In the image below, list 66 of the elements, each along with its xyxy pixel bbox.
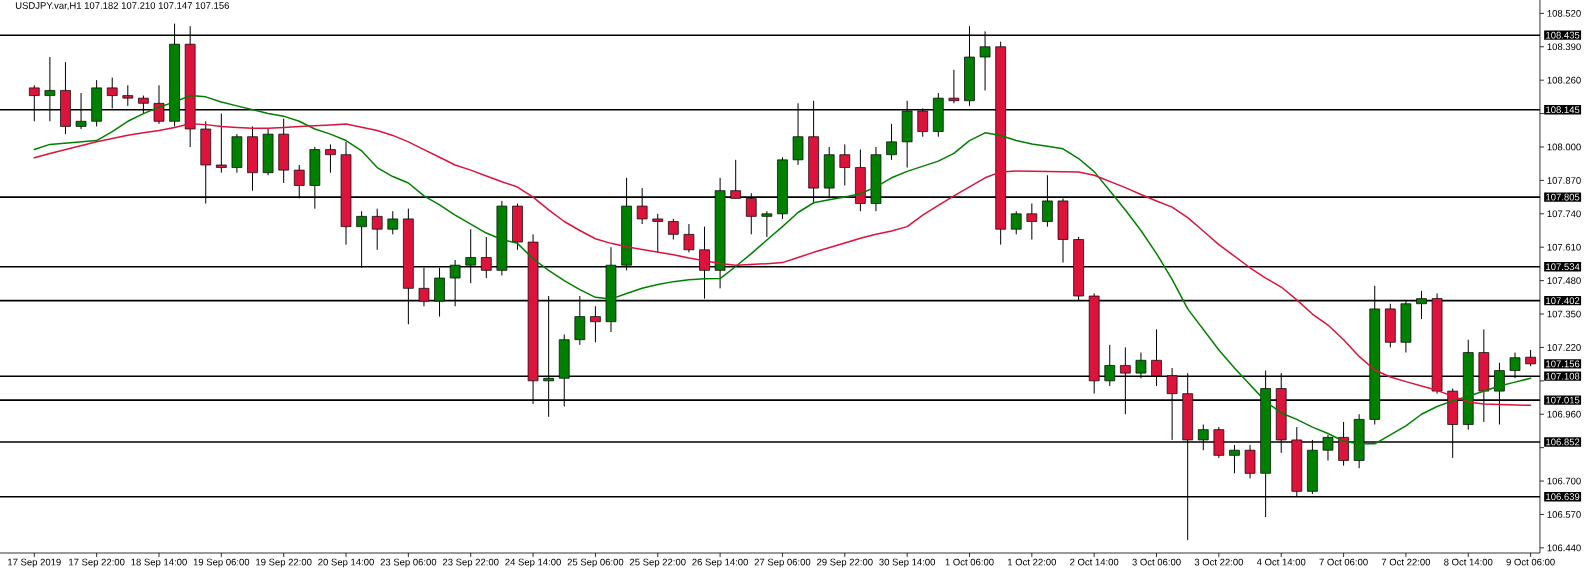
y-tick-label: 108.390 [1547,43,1581,51]
ref-line-label: 107.402 [1546,297,1580,305]
y-tick-label: 106.440 [1547,544,1581,552]
y-tick-label: 106.700 [1547,477,1581,485]
ref-line-label: 106.639 [1546,493,1580,501]
y-tick-label: 107.350 [1547,310,1581,318]
x-tick-label: 7 Oct 06:00 [1319,558,1368,566]
x-tick-label: 9 Oct 06:00 [1506,558,1555,566]
x-tick-label: 17 Sep 2019 [8,558,61,568]
candlestick [761,210,773,238]
y-tick-label: 107.610 [1547,243,1581,251]
x-tick-label: 29 Sep 22:00 [817,558,873,568]
x-tick-label: 1 Oct 06:00 [945,558,994,566]
ref-line-label: 107.015 [1546,396,1580,404]
candlestick [1026,203,1038,240]
candlestick [1010,210,1022,235]
x-tick-label: 17 Sep 22:00 [69,558,125,568]
x-tick-label: 18 Sep 14:00 [131,558,187,568]
y-tick-label: 106.570 [1547,511,1581,518]
y-tick-label: 108.260 [1547,76,1581,84]
x-tick-label: 25 Sep 06:00 [567,558,624,568]
x-tick-label: 1 Oct 22:00 [1007,558,1056,566]
ref-line-label: 108.145 [1546,106,1580,114]
ref-line-label: 107.534 [1546,263,1580,271]
y-tick-label: 107.480 [1547,277,1581,284]
text: 107.156 [1546,360,1580,368]
candlestick [325,143,336,174]
y-tick-label: 108.520 [1547,9,1581,17]
x-tick-label: 7 Oct 22:00 [1381,558,1431,566]
candlestick [590,305,601,343]
x-tick-label: 3 Oct 22:00 [1194,558,1244,566]
x-tick-label: 27 Sep 06:00 [754,558,811,568]
candlestick [122,84,134,107]
ref-line-label: 107.108 [1546,372,1580,380]
x-tick-label: 20 Sep 14:00 [318,558,374,568]
y-tick-label: 108.000 [1547,143,1581,151]
y-tick-label: 106.960 [1547,410,1581,418]
candlestick [668,218,679,240]
ref-line-label: 107.805 [1546,193,1580,201]
chart-title: USDJPY.var,H1 107.182 107.210 107.147 107.156 [15,2,230,11]
x-tick-label: 25 Sep 22:00 [629,558,686,568]
x-tick-label: 2 Oct 14:00 [1070,558,1119,566]
candlestick [652,213,664,253]
ref-line-label: 108.435 [1546,31,1580,39]
candlestick [387,210,399,235]
x-tick-label: 8 Oct 14:00 [1444,558,1493,566]
y-tick-label: 107.740 [1547,210,1581,218]
candlestick [839,143,851,187]
candlestick [683,223,695,253]
y-tick-label: 107.870 [1547,177,1581,184]
x-tick-label: 23 Sep 06:00 [380,558,437,568]
x-tick-label: 3 Oct 06:00 [1132,558,1181,566]
x-tick-label: 23 Sep 22:00 [442,558,499,568]
x-tick-label: 24 Sep 14:00 [505,558,561,568]
ref-line-label: 106.852 [1546,438,1580,446]
candlestick [886,123,897,161]
candlestick [948,69,960,104]
x-tick-label: 30 Sep 14:00 [879,558,936,568]
x-tick-label: 4 Oct 14:00 [1256,558,1306,566]
x-tick-label: 26 Sep 14:00 [692,558,748,568]
x-tick-label: 19 Sep 06:00 [193,558,250,568]
y-tick-label: 107.220 [1547,344,1581,351]
candlestick [1229,444,1240,474]
x-tick-label: 19 Sep 22:00 [256,558,312,568]
candlestick [1244,444,1256,479]
candlestick [371,208,383,251]
